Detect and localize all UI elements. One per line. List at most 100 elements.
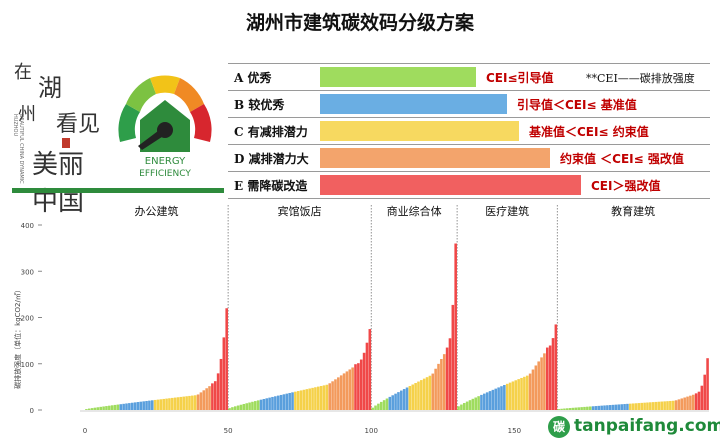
bar bbox=[325, 384, 329, 410]
bar bbox=[156, 399, 160, 410]
calligraphy-english: BEAUTIFUL CHINA DYNAMIC HUZHOU bbox=[12, 114, 24, 184]
grade-table: A 优秀 CEI≤引导值 B 较优秀 引导值＜CEI≤ 基准值 C 有减排潜力 基准值＜C… bbox=[228, 63, 710, 199]
bar bbox=[462, 403, 466, 410]
bar bbox=[669, 400, 672, 410]
dial-segment-3 bbox=[150, 75, 180, 94]
bar bbox=[614, 404, 618, 410]
bar bbox=[646, 402, 649, 410]
bar bbox=[371, 407, 374, 410]
grade-label: B 较优秀 bbox=[234, 98, 285, 112]
logo-line2: EFFICIENCY bbox=[139, 169, 191, 179]
bar bbox=[523, 376, 526, 410]
bar bbox=[428, 375, 432, 410]
bar bbox=[554, 324, 558, 410]
bar bbox=[508, 382, 512, 410]
bar bbox=[505, 383, 509, 410]
bar bbox=[182, 396, 186, 410]
bar bbox=[239, 404, 243, 410]
bar bbox=[119, 404, 123, 410]
watermark-text: tanpaifang.com bbox=[574, 416, 720, 436]
grade-bar bbox=[320, 148, 550, 168]
bar bbox=[537, 361, 540, 410]
panel-title: 医疗建筑 bbox=[485, 204, 529, 218]
bar bbox=[434, 368, 437, 410]
bar bbox=[334, 379, 337, 410]
grade-row: C 有减排潜力 基准值＜CEI≤ 约束值 bbox=[228, 118, 710, 145]
bar bbox=[90, 408, 94, 410]
bar bbox=[600, 405, 603, 410]
bar bbox=[251, 401, 254, 410]
bar bbox=[388, 396, 392, 410]
bar bbox=[208, 386, 211, 410]
bar bbox=[689, 395, 692, 410]
bar bbox=[474, 397, 477, 410]
dial-segment-2 bbox=[126, 78, 156, 112]
bar bbox=[377, 403, 380, 410]
grade-label: A 优秀 bbox=[234, 71, 272, 85]
bar bbox=[465, 401, 469, 410]
bar bbox=[305, 389, 309, 410]
bar bbox=[328, 383, 332, 410]
bar bbox=[660, 401, 664, 410]
bar bbox=[314, 387, 317, 410]
grade-row: E 需降碳改造 CEI＞强改值 bbox=[228, 172, 710, 199]
bar bbox=[494, 388, 498, 410]
bar bbox=[666, 401, 669, 410]
bar bbox=[256, 400, 260, 410]
bar bbox=[405, 387, 409, 410]
bar bbox=[113, 404, 117, 410]
grade-label: C 有减排潜力 bbox=[234, 125, 308, 139]
bar bbox=[136, 402, 140, 410]
bar bbox=[514, 380, 518, 410]
bar bbox=[451, 304, 455, 410]
grade-row: D 减排潜力大 约束值 ＜CEI≤ 强改值 bbox=[228, 145, 710, 172]
bar bbox=[173, 397, 177, 410]
bar bbox=[259, 399, 263, 410]
calligraphy-char-3: 州 bbox=[18, 104, 36, 125]
grade-rule: CEI≤引导值 bbox=[486, 71, 554, 85]
bar bbox=[308, 388, 311, 410]
bar bbox=[93, 407, 97, 410]
y-tick-label: 0 bbox=[30, 407, 34, 415]
bar bbox=[199, 392, 203, 410]
bar bbox=[357, 363, 360, 410]
bar bbox=[99, 406, 103, 410]
bar bbox=[528, 373, 532, 410]
bar bbox=[525, 375, 529, 410]
bar bbox=[236, 405, 240, 410]
grade-bar bbox=[320, 121, 519, 141]
bar bbox=[294, 391, 297, 410]
bar bbox=[365, 342, 369, 410]
bar bbox=[631, 403, 635, 410]
bar bbox=[703, 374, 706, 410]
bar bbox=[468, 400, 472, 410]
x-tick-label: 150 bbox=[508, 427, 521, 435]
bar bbox=[657, 401, 661, 410]
bar bbox=[130, 402, 134, 410]
bar bbox=[319, 385, 323, 410]
bar bbox=[176, 397, 180, 410]
bar bbox=[543, 353, 546, 410]
bar bbox=[153, 399, 157, 410]
carbon-intensity-chart: 0 100 200 300 400 碳排放强度（单位：kgCO2/㎡） 0 50 100 150 办… bbox=[13, 204, 709, 435]
bar bbox=[382, 400, 386, 410]
bar bbox=[611, 404, 615, 410]
bar bbox=[222, 337, 226, 410]
bar bbox=[339, 375, 343, 410]
bar bbox=[485, 392, 489, 410]
bar bbox=[608, 405, 612, 410]
bar bbox=[480, 394, 483, 410]
bar bbox=[276, 395, 280, 410]
bar bbox=[322, 385, 326, 410]
bar bbox=[437, 363, 440, 410]
bar bbox=[623, 404, 626, 410]
bar bbox=[362, 352, 366, 410]
bar bbox=[483, 393, 486, 410]
seal-stamp bbox=[62, 138, 70, 148]
bar bbox=[551, 338, 555, 410]
bar bbox=[617, 404, 621, 410]
bar bbox=[225, 308, 228, 410]
bar bbox=[571, 407, 575, 410]
bar bbox=[606, 405, 609, 410]
bar bbox=[213, 381, 217, 410]
